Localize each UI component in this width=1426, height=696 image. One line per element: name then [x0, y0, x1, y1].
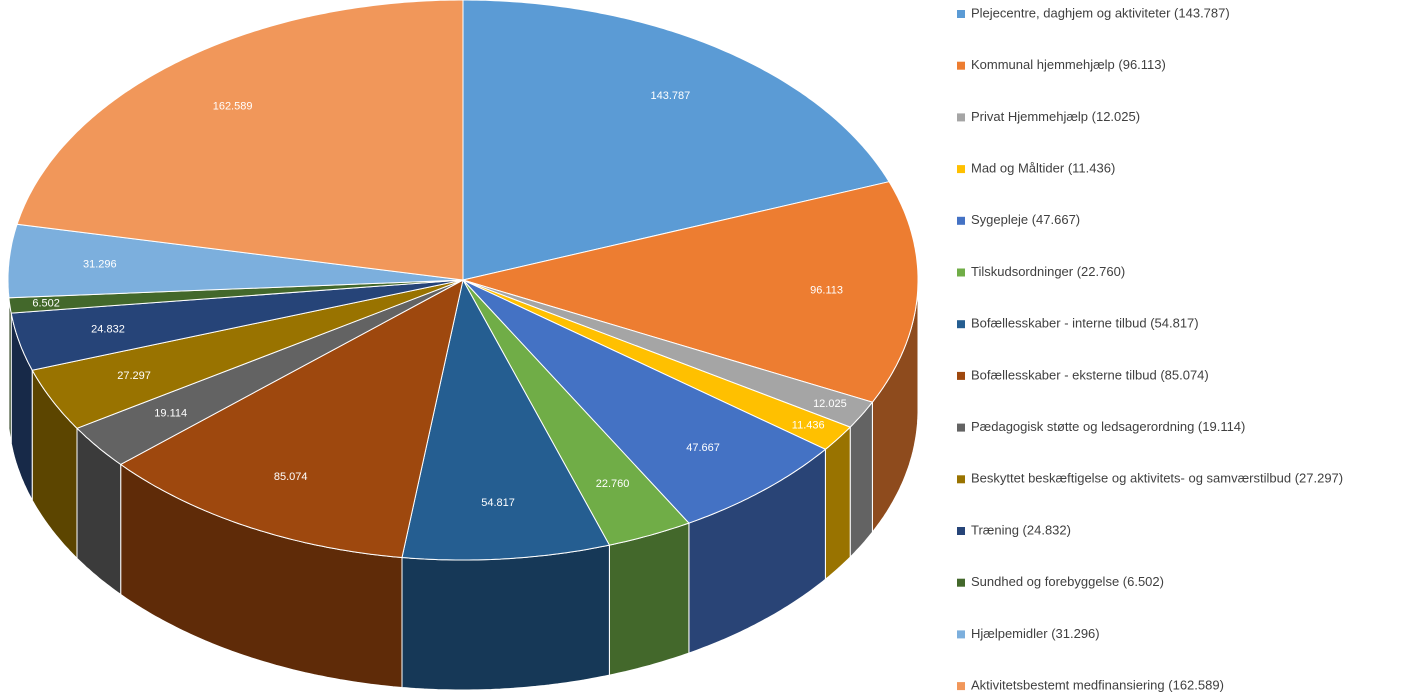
- legend-label: Mad og Måltider (11.436): [971, 161, 1115, 176]
- slice: [10, 279, 464, 371]
- slice-side: [849, 400, 873, 559]
- data-label: 27.297: [117, 370, 151, 382]
- slice-side: [401, 544, 610, 691]
- slice: [462, 279, 690, 546]
- legend-swatch: [957, 475, 965, 484]
- legend-swatch: [957, 268, 965, 277]
- slice: [462, 279, 852, 450]
- legend-label: Beskyttet beskæftigelse og aktivitets- o…: [971, 471, 1343, 486]
- legend-swatch: [957, 682, 965, 691]
- data-label: 54.817: [481, 497, 515, 509]
- legend-swatch: [957, 423, 965, 432]
- legend-swatch: [957, 371, 965, 380]
- legend-label: Plejecentre, daghjem og aktiviteter (143…: [971, 5, 1230, 20]
- slice: [462, 279, 874, 428]
- data-label: 6.502: [32, 297, 60, 309]
- pie-sides: [7, 280, 919, 691]
- legend-swatch: [957, 527, 965, 535]
- slice-side: [608, 522, 690, 676]
- data-label: 19.114: [154, 407, 187, 419]
- data-label: 47.667: [686, 442, 720, 454]
- slice: [31, 279, 464, 429]
- slice: [119, 279, 464, 559]
- data-label: 24.832: [91, 324, 125, 336]
- legend-label: Sygepleje (47.667): [971, 212, 1080, 227]
- legend-label: Sundhed og forebyggelse (6.502): [971, 574, 1164, 589]
- legend-swatch: [957, 630, 965, 639]
- legend-label: Privat Hjemmehjælp (12.025): [971, 109, 1140, 124]
- legend-swatch: [957, 165, 965, 174]
- slice: [7, 223, 464, 299]
- legend-label: Tilskudsordninger (22.760): [971, 264, 1125, 279]
- data-label: 143.787: [651, 90, 691, 102]
- legend-label: Træning (24.832): [971, 522, 1071, 537]
- slice: [76, 279, 464, 465]
- pie-tops: [7, 0, 919, 561]
- slice: [462, 279, 827, 524]
- slice: [461, 181, 919, 403]
- legend-swatch: [957, 61, 965, 70]
- legend-label: Hjælpemidler (31.296): [971, 626, 1100, 641]
- legend-swatch: [957, 113, 965, 122]
- data-label: 12.025: [813, 398, 847, 410]
- data-label: 85.074: [274, 471, 308, 483]
- slice-side: [824, 425, 851, 581]
- data-label: 96.113: [810, 284, 843, 296]
- legend-swatch: [957, 10, 965, 18]
- legend-label: Kommunal hjemmehjælp (96.113): [971, 57, 1166, 72]
- legend-label: Bofællesskaber - interne tilbud (54.817): [971, 316, 1199, 331]
- legend-swatch: [957, 320, 965, 329]
- legend: Plejecentre, daghjem og aktiviteter (143…: [957, 5, 1343, 693]
- slice: [8, 279, 464, 314]
- data-label: 162.589: [213, 101, 253, 113]
- data-label: 11.436: [792, 420, 825, 432]
- legend-label: Bofællesskaber - eksterne tilbud (85.074…: [971, 367, 1209, 382]
- slice: [462, 0, 890, 281]
- legend-label: Pædagogisk støtte og ledsagerordning (19…: [971, 419, 1245, 434]
- slice: [401, 278, 611, 561]
- legend-swatch: [957, 216, 965, 225]
- slice-side: [7, 280, 10, 428]
- legend-label: Aktivitetsbestemt medfinansiering (162.5…: [971, 678, 1224, 693]
- slice: [16, 0, 464, 281]
- legend-swatch: [957, 578, 965, 587]
- data-label: 22.760: [596, 478, 630, 490]
- data-label: 31.296: [83, 259, 117, 271]
